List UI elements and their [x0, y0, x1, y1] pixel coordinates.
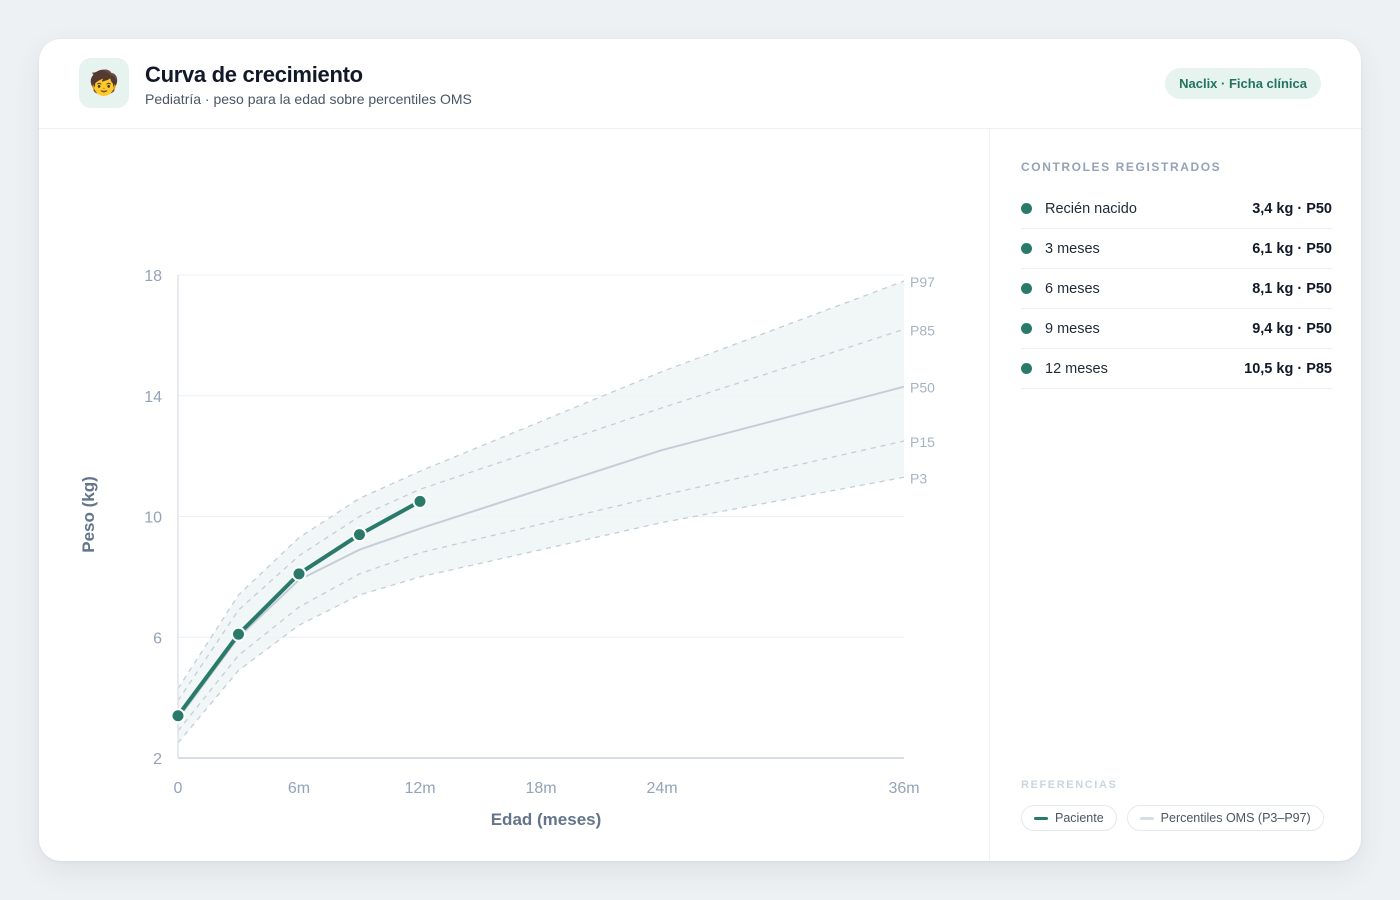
control-label: 9 meses — [1045, 320, 1100, 337]
percentile-label-p85: P85 — [910, 322, 935, 338]
growth-chart: 2 6 10 14 18 0 6m 12m 18m 24m 36m P97 P85 P50 P15 P3 Eda… — [79, 268, 935, 829]
x-tick-label: 12m — [404, 780, 435, 797]
control-item[interactable]: 9 meses 9,4 kg · P50 — [1021, 309, 1332, 349]
control-label: 12 meses — [1045, 360, 1108, 377]
control-value: 8,1 kg · P50 — [1252, 280, 1332, 297]
control-item[interactable]: Recién nacido 3,4 kg · P50 — [1021, 189, 1332, 229]
percentile-band — [178, 281, 904, 743]
x-tick-label: 6m — [288, 780, 310, 797]
control-dot — [1021, 323, 1032, 334]
x-tick-label: 0 — [174, 780, 183, 797]
legend-swatch-percentiles — [1139, 816, 1154, 820]
legend-item-patient[interactable]: Paciente — [1021, 805, 1117, 831]
patient-point — [412, 493, 428, 509]
brand-badge: Naclix · Ficha clínica — [1165, 68, 1321, 99]
percentile-label-p50: P50 — [910, 380, 935, 396]
child-face-icon: 🧒 — [79, 58, 129, 108]
control-dot — [1021, 243, 1032, 254]
y-tick-label: 10 — [144, 510, 162, 527]
legend-label: Paciente — [1055, 811, 1104, 825]
legend-label: Percentiles OMS (P3–P97) — [1160, 811, 1311, 825]
percentile-line-p85 — [177, 328, 905, 702]
x-axis-title: Edad (meses) — [491, 810, 602, 829]
patient-point — [170, 708, 186, 724]
y-axis-title: Peso (kg) — [79, 476, 98, 553]
control-label: Recién nacido — [1045, 200, 1137, 217]
patient-layer — [170, 493, 428, 724]
control-item[interactable]: 12 meses 10,5 kg · P85 — [1021, 349, 1332, 389]
x-tick-label: 24m — [646, 780, 677, 797]
growth-chart-card: 🧒 Curva de crecimiento Pediatría · peso … — [39, 39, 1361, 861]
y-tick-label: 6 — [153, 630, 162, 647]
page-subtitle: Pediatría · peso para la edad sobre perc… — [145, 91, 472, 107]
grid-layer — [178, 274, 904, 638]
y-tick-label: 14 — [144, 389, 162, 406]
control-dot — [1021, 283, 1032, 294]
control-label: 3 meses — [1045, 240, 1100, 257]
x-tick-label: 18m — [525, 780, 556, 797]
control-value: 3,4 kg · P50 — [1252, 200, 1332, 217]
percentile-line-p97 — [177, 280, 905, 689]
legend-swatch-patient — [1034, 816, 1048, 820]
card-header: 🧒 Curva de crecimiento Pediatría · peso … — [39, 39, 1361, 129]
percentile-line-p3 — [177, 476, 905, 744]
percentile-band-layer — [178, 281, 904, 743]
controls-title: CONTROLES REGISTRADOS — [1021, 160, 1222, 174]
control-value: 6,1 kg · P50 — [1252, 240, 1332, 257]
sidebar: CONTROLES REGISTRADOS Recién nacido 3,4 … — [989, 129, 1361, 861]
axis-layer: 2 6 10 14 18 0 6m 12m 18m 24m 36m P97 P85 P50 P15 P3 Eda… — [79, 268, 935, 829]
legend-item-percentiles[interactable]: Percentiles OMS (P3–P97) — [1126, 805, 1324, 831]
percentile-label-p15: P15 — [910, 434, 935, 450]
y-tick-label: 18 — [144, 268, 162, 285]
control-value: 9,4 kg · P50 — [1252, 320, 1332, 337]
control-list: Recién nacido 3,4 kg · P50 3 meses 6,1 k… — [1021, 189, 1332, 389]
references-title: REFERENCIAS — [1021, 779, 1118, 791]
control-label: 6 meses — [1045, 280, 1100, 297]
y-tick-label: 2 — [153, 751, 162, 768]
percentile-line-p15 — [177, 440, 905, 732]
patient-point — [231, 626, 246, 642]
control-value: 10,5 kg · P85 — [1244, 360, 1332, 377]
patient-point — [352, 527, 367, 543]
chart-area: 2 6 10 14 18 0 6m 12m 18m 24m 36m P97 P85 P50 P15 P3 Eda… — [39, 129, 989, 861]
control-item[interactable]: 3 meses 6,1 kg · P50 — [1021, 229, 1332, 269]
control-dot — [1021, 203, 1032, 214]
percentile-label-p97: P97 — [910, 274, 935, 290]
patient-point — [291, 566, 307, 582]
control-dot — [1021, 363, 1032, 374]
page-title: Curva de crecimiento — [145, 62, 363, 87]
percentile-label-p3: P3 — [910, 470, 927, 486]
legend: Paciente Percentiles OMS (P3–P97) — [1021, 805, 1324, 831]
control-item[interactable]: 6 meses 8,1 kg · P50 — [1021, 269, 1332, 309]
x-tick-label: 36m — [888, 780, 919, 797]
